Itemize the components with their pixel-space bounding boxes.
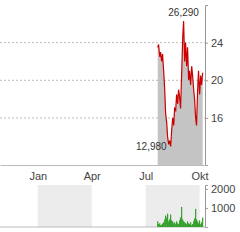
volume-bar — [188, 223, 189, 227]
y-tick-mark — [205, 80, 208, 81]
x-tick: Jul — [139, 165, 153, 182]
x-axis-line — [1, 165, 206, 166]
volume-bar — [185, 223, 186, 227]
volume-bar — [191, 225, 192, 227]
x-tick-label: Okt — [192, 170, 209, 182]
volume-bar — [184, 222, 185, 227]
volume-bar — [160, 225, 161, 227]
volume-bar — [198, 223, 199, 227]
volume-bar — [174, 222, 175, 227]
y-tick: 24 — [205, 37, 223, 49]
x-axis: Jan Apr Jul Okt — [1, 165, 209, 182]
annotation: 26,290 — [168, 7, 199, 18]
volume-bar — [159, 223, 160, 227]
volume-bar — [202, 217, 203, 227]
x-tick: Okt — [192, 165, 209, 182]
band — [146, 185, 200, 227]
x-tick-label: Apr — [84, 170, 101, 182]
volume-bar — [162, 224, 163, 227]
y-tick-mark — [205, 189, 208, 190]
y-tick-label: 20 — [211, 74, 223, 86]
y-axis: 1000 2000 — [205, 183, 235, 228]
volume-bar — [190, 222, 191, 227]
y-tick-label: 1000 — [211, 202, 235, 214]
y-tick: 16 — [205, 112, 223, 124]
annotation: 12,980 — [136, 141, 167, 152]
volume-bar — [201, 222, 202, 227]
y-tick-label: 24 — [211, 37, 223, 49]
volume-bar — [171, 220, 172, 227]
volume-bar — [158, 224, 159, 227]
y-tick-label: 16 — [211, 112, 223, 124]
volume-bar — [180, 217, 181, 227]
band — [38, 185, 92, 227]
y-tick: 2000 — [205, 183, 235, 195]
y-axis-line — [206, 186, 209, 228]
y-axis-line — [206, 6, 209, 166]
x-tick: Jan — [29, 165, 47, 182]
y-tick: 1000 — [205, 202, 235, 214]
volume-bar — [183, 221, 184, 227]
volume-bar — [192, 224, 193, 227]
volume-bar — [172, 221, 173, 227]
y-tick: 20 — [205, 74, 223, 86]
y-tick-mark — [205, 208, 208, 209]
y-axis: 16 20 24 — [205, 6, 223, 166]
volume-bar — [176, 221, 177, 227]
volume-bar — [170, 215, 171, 227]
chart: 16 20 24 Jan Apr Jul Okt 26,290 12,980 1000 2000 — [0, 0, 240, 232]
price-line — [158, 21, 203, 146]
volume-bar — [195, 209, 196, 227]
volume-bar — [182, 219, 183, 227]
grid-line — [0, 80, 205, 81]
volume-bar — [187, 221, 188, 227]
grid — [0, 43, 205, 118]
volume-bar — [163, 222, 164, 227]
volume-bar — [197, 221, 198, 227]
volume-bands — [38, 185, 200, 227]
volume-bar — [169, 219, 170, 227]
x-tick: Apr — [84, 165, 101, 182]
volume-bar — [177, 223, 178, 227]
x-tick-label: Jan — [29, 170, 47, 182]
volume-bar — [173, 223, 174, 227]
grid-line — [0, 42, 205, 43]
volume-bar — [157, 221, 158, 227]
y-tick-mark — [205, 43, 208, 44]
y-tick-mark — [205, 118, 208, 119]
volume-bar — [199, 220, 200, 227]
x-tick-label: Jul — [139, 170, 153, 182]
volume-bar — [194, 218, 195, 227]
volume-bar — [196, 219, 197, 227]
volume-bar — [165, 216, 166, 227]
volume-bar — [167, 214, 168, 227]
volume-bar — [181, 207, 182, 227]
volume-bar — [178, 224, 179, 227]
volume-bar — [189, 224, 190, 227]
volume-plot — [157, 207, 203, 227]
y-tick-label: 2000 — [211, 183, 235, 195]
